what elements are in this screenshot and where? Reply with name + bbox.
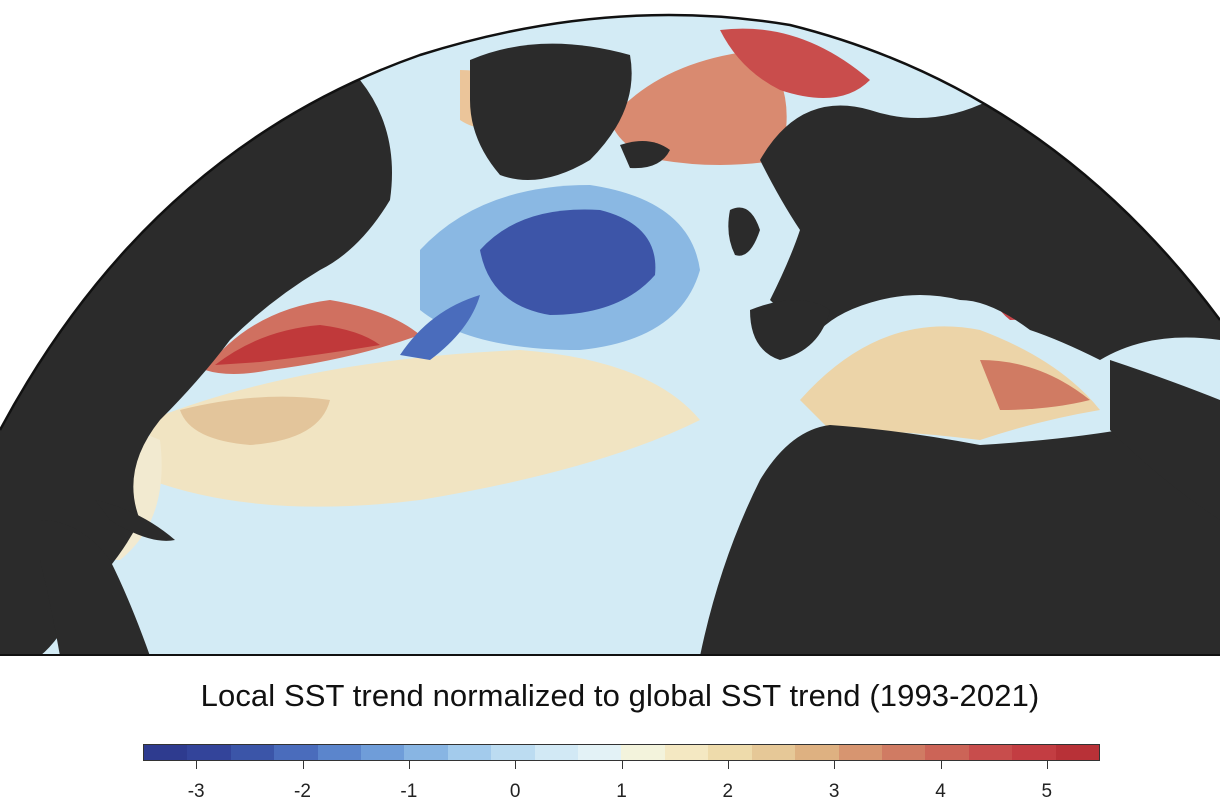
colorbar-swatch — [491, 745, 535, 760]
colorbar-swatch — [708, 745, 752, 760]
colorbar-tick-label: -1 — [400, 781, 418, 802]
colorbar-swatch — [838, 745, 882, 760]
greenland-land — [470, 43, 632, 180]
colorbar-tick-label: 2 — [722, 781, 734, 802]
colorbar-swatch — [621, 745, 665, 760]
colorbar-swatch — [751, 745, 796, 760]
colorbar-swatch — [664, 745, 709, 760]
eastern-med-warm — [980, 360, 1090, 410]
gulf-stream-core — [215, 325, 380, 365]
colorbar-swatch — [404, 745, 448, 760]
colorbar-swatch — [447, 745, 492, 760]
colorbar-swatch — [1012, 745, 1056, 760]
colorbar-swatch — [230, 745, 275, 760]
subtropical-warm-patch — [180, 396, 330, 445]
colorbar-tick — [727, 761, 729, 769]
iberia-land — [750, 300, 830, 360]
colorbar-tick-label: 5 — [1041, 781, 1053, 802]
colorbar-tick — [834, 761, 836, 769]
iceland-land — [620, 141, 670, 169]
colorbar-swatch — [968, 745, 1013, 760]
colorbar-tick — [940, 761, 942, 769]
colorbar-swatch — [144, 745, 188, 760]
colorbar-tick-label: 0 — [509, 781, 521, 802]
colorbar-tick — [1046, 761, 1048, 769]
colorbar-tick-label: 1 — [616, 781, 627, 802]
colorbar-tick — [196, 761, 198, 769]
colorbar-swatch — [534, 745, 579, 760]
colorbar-swatch — [795, 745, 839, 760]
colorbar-title: Local SST trend normalized to global SST… — [200, 678, 1040, 713]
tropical-warm-band — [150, 350, 700, 507]
globe-outline — [0, 13, 1220, 431]
labrador-cold-streak — [400, 295, 480, 360]
mediterranean-sea — [800, 326, 1100, 440]
colorbar-swatch — [881, 745, 926, 760]
nordic-seas-warm — [610, 50, 787, 165]
colorbar-tick-label: 3 — [828, 781, 840, 802]
colorbar-ticks: -3 -2 -1 0 1 2 3 4 5 — [143, 761, 1100, 806]
colorbar-swatch — [187, 745, 231, 760]
colorbar — [143, 744, 1100, 761]
sst-trend-map — [0, 13, 1220, 656]
cuba-island — [95, 500, 175, 541]
colorbar-tick-label: 4 — [935, 781, 946, 802]
colorbar-tick — [621, 761, 623, 769]
africa-land — [700, 425, 1220, 656]
colorbar-swatch — [578, 745, 622, 760]
colorbar-swatch — [925, 745, 969, 760]
colorbar-swatch — [1055, 745, 1099, 760]
british-isles-land — [728, 207, 760, 256]
colorbar-swatch — [361, 745, 405, 760]
colorbar-tick — [408, 761, 410, 769]
cold-blob-core — [480, 209, 656, 315]
map-canvas — [0, 13, 1220, 656]
central-america-land — [40, 520, 150, 656]
colorbar-swatch — [317, 745, 362, 760]
colorbar-tick-label: -3 — [187, 781, 205, 802]
colorbar-swatch — [274, 745, 318, 760]
arabia-land — [1110, 360, 1220, 520]
barents-sea-warm — [720, 28, 870, 99]
colorbar-tick-label: -2 — [294, 781, 311, 802]
colorbar-tick — [302, 761, 304, 769]
north-america-land — [0, 80, 392, 656]
colorbar-tick — [515, 761, 517, 769]
